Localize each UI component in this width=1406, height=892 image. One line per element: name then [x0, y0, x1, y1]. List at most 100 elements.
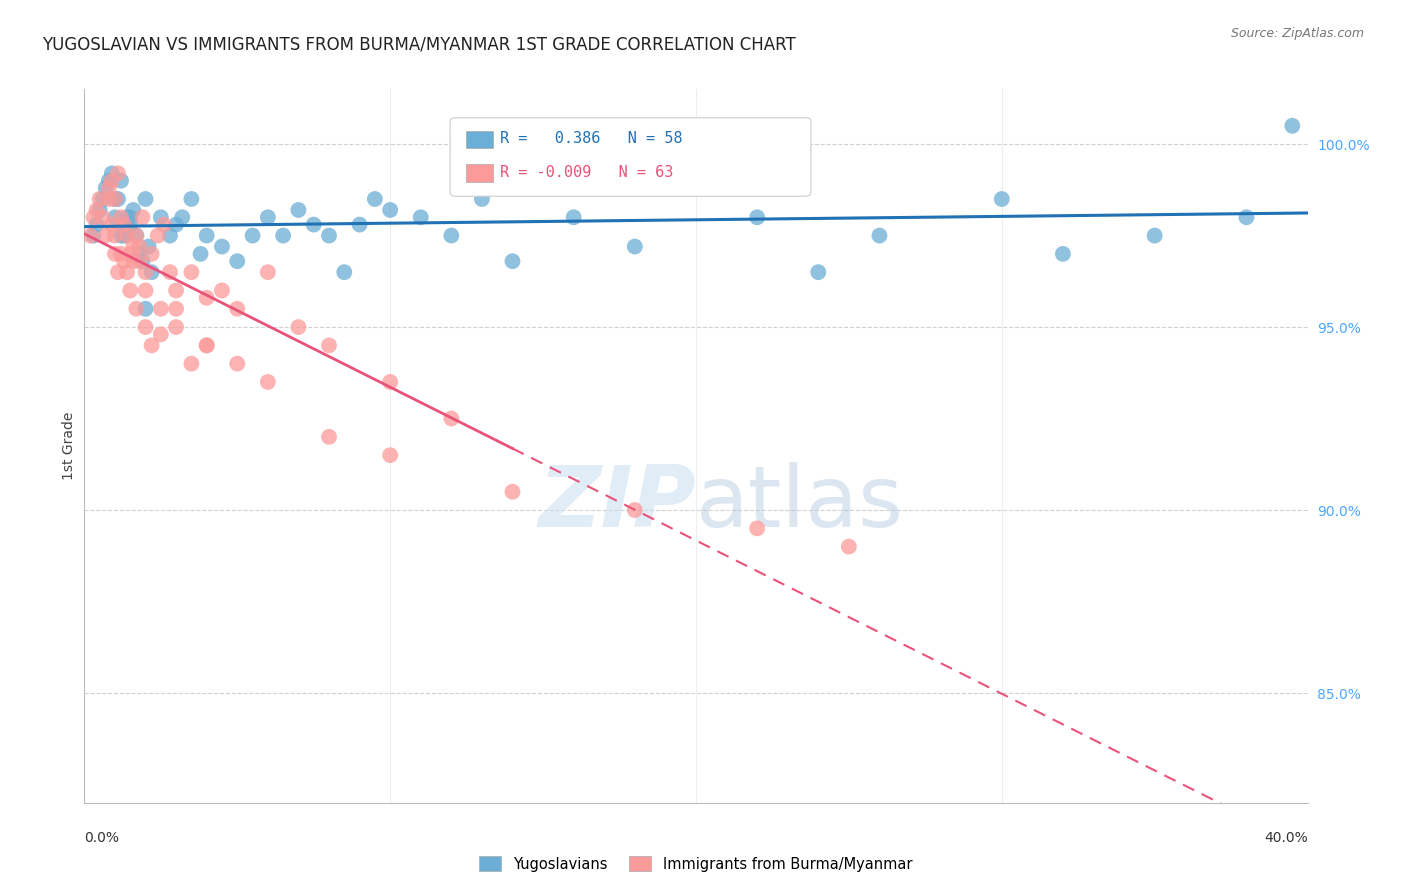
Point — [120, 247, 142, 261]
Point — [349, 218, 371, 232]
Point — [89, 202, 111, 217]
Point — [502, 254, 524, 268]
Point — [135, 265, 157, 279]
Point — [869, 228, 891, 243]
Point — [257, 265, 280, 279]
Point — [97, 181, 120, 195]
Point — [146, 228, 169, 243]
Point — [318, 338, 340, 352]
Legend: Yugoslavians, Immigrants from Burma/Myanmar: Yugoslavians, Immigrants from Burma/Myan… — [474, 850, 918, 878]
Point — [242, 228, 264, 243]
Point — [128, 254, 150, 268]
Point — [122, 239, 145, 253]
Point — [211, 284, 233, 298]
Point — [125, 228, 148, 243]
Point — [91, 211, 114, 225]
Point — [110, 174, 132, 188]
Point — [79, 228, 101, 243]
Point — [101, 218, 124, 232]
Point — [159, 228, 181, 243]
FancyBboxPatch shape — [450, 118, 811, 196]
Point — [125, 301, 148, 316]
Point — [141, 247, 163, 261]
Point — [115, 228, 138, 243]
Point — [89, 192, 111, 206]
Point — [624, 239, 647, 253]
Point — [120, 211, 142, 225]
Point — [172, 211, 194, 225]
Point — [104, 192, 127, 206]
Point — [115, 211, 138, 225]
Point — [94, 228, 117, 243]
Point — [991, 192, 1014, 206]
Point — [131, 211, 153, 225]
Point — [138, 239, 160, 253]
Point — [287, 320, 309, 334]
Point — [110, 228, 132, 243]
Point — [364, 192, 387, 206]
Point — [110, 247, 132, 261]
Point — [107, 192, 129, 206]
Point — [104, 211, 127, 225]
Point — [159, 265, 181, 279]
Point — [165, 284, 187, 298]
Point — [318, 430, 340, 444]
Point — [120, 218, 142, 232]
Point — [165, 218, 187, 232]
Point — [141, 338, 163, 352]
Point — [502, 484, 524, 499]
Point — [83, 211, 105, 225]
Point — [226, 301, 249, 316]
Point — [195, 228, 218, 243]
Point — [125, 228, 148, 243]
Text: atlas: atlas — [696, 461, 904, 545]
Point — [807, 265, 830, 279]
Text: R =   0.386   N = 58: R = 0.386 N = 58 — [501, 131, 683, 146]
Text: YUGOSLAVIAN VS IMMIGRANTS FROM BURMA/MYANMAR 1ST GRADE CORRELATION CHART: YUGOSLAVIAN VS IMMIGRANTS FROM BURMA/MYA… — [42, 36, 796, 54]
Point — [149, 327, 172, 342]
Point — [112, 218, 135, 232]
Point — [110, 211, 132, 225]
Point — [101, 166, 124, 180]
Point — [115, 265, 138, 279]
Point — [211, 239, 233, 253]
Point — [104, 192, 127, 206]
Text: ZIP: ZIP — [538, 461, 696, 545]
Point — [120, 284, 142, 298]
Bar — [465, 130, 494, 148]
Point — [135, 192, 157, 206]
Point — [190, 247, 212, 261]
Point — [97, 192, 120, 206]
Point — [440, 411, 463, 425]
Point — [1236, 211, 1258, 225]
Point — [1281, 119, 1303, 133]
Point — [107, 265, 129, 279]
Point — [83, 228, 105, 243]
Point — [471, 192, 494, 206]
Point — [195, 291, 218, 305]
Point — [409, 211, 432, 225]
Bar — [465, 164, 494, 182]
Y-axis label: 1st Grade: 1st Grade — [62, 412, 76, 480]
Point — [165, 301, 187, 316]
Point — [122, 202, 145, 217]
Point — [141, 265, 163, 279]
Text: 40.0%: 40.0% — [1264, 831, 1308, 846]
Point — [226, 357, 249, 371]
Text: 0.0%: 0.0% — [84, 831, 120, 846]
Point — [180, 265, 202, 279]
Point — [257, 211, 280, 225]
Point — [318, 228, 340, 243]
Point — [135, 301, 157, 316]
Point — [86, 202, 108, 217]
Point — [135, 284, 157, 298]
Point — [91, 192, 114, 206]
Point — [685, 155, 707, 169]
Point — [287, 202, 309, 217]
Point — [149, 211, 172, 225]
Point — [94, 181, 117, 195]
Point — [128, 247, 150, 261]
Point — [135, 320, 157, 334]
Point — [112, 254, 135, 268]
Point — [380, 448, 402, 462]
